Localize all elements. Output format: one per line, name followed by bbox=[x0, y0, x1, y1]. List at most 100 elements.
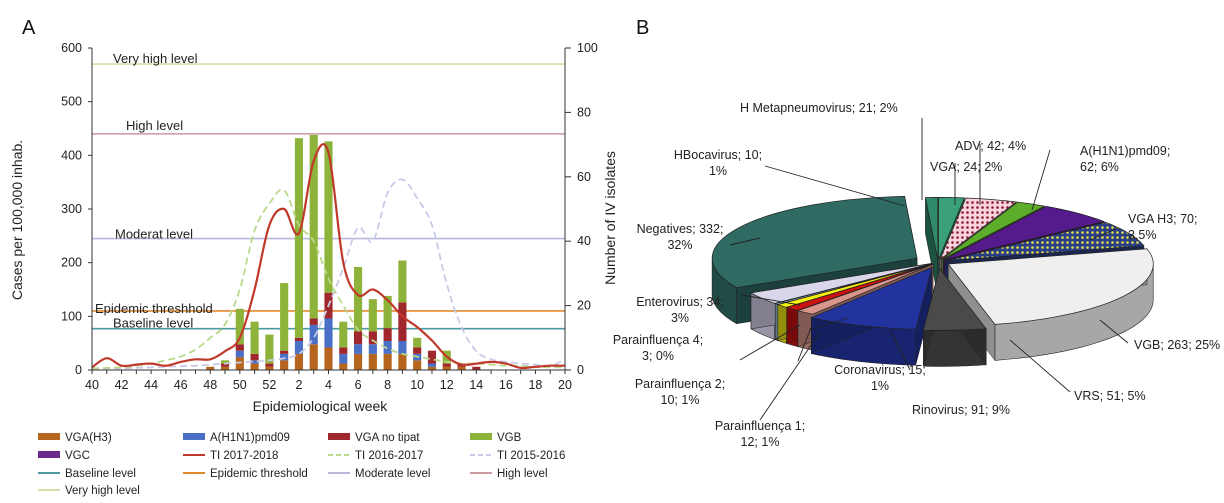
legend-item: TI 2017-2018 bbox=[183, 450, 278, 462]
legend-label: TI 2015-2016 bbox=[497, 450, 565, 462]
bar-3-week-7 bbox=[368, 299, 377, 332]
pie-label-vgah3: VGA H3; 70; 3.5% bbox=[1128, 212, 1197, 242]
legend-item: Baseline level bbox=[38, 468, 136, 480]
bar-2-week-6 bbox=[353, 331, 363, 345]
chart-a-right-axis-title: Number of IV isolates bbox=[602, 151, 618, 285]
bar-0-week-3 bbox=[309, 344, 318, 370]
legend-label: VGA(H3) bbox=[65, 432, 112, 444]
pie-label-line: 1% bbox=[709, 164, 727, 178]
leader-line-8 bbox=[1099, 319, 1129, 344]
right-tick-label: 0 bbox=[577, 363, 584, 377]
legend-item: Moderate level bbox=[328, 468, 430, 480]
legend-label: A(H1N1)pmd09 bbox=[210, 432, 290, 444]
right-tick-label: 100 bbox=[577, 41, 598, 55]
pie-label-neg: Negatives; 332; 32% bbox=[637, 222, 724, 252]
legend-item: TI 2016-2017 bbox=[328, 450, 423, 462]
x-tick-label: 44 bbox=[144, 378, 158, 392]
leader-line-10 bbox=[1031, 149, 1051, 211]
bar-2-week-8 bbox=[383, 328, 392, 342]
bar-3-week-49 bbox=[220, 360, 230, 364]
pie-label-line: VGA H3; 70; bbox=[1128, 212, 1197, 226]
pie-slice-a-h1n1-pmd09 bbox=[943, 206, 1105, 261]
bar-3-week-4 bbox=[324, 141, 333, 293]
pie-label-entero: Enterovirus; 34; 3% bbox=[636, 295, 724, 325]
bar-0-week-8 bbox=[383, 353, 392, 370]
bar-0-week-6 bbox=[353, 353, 363, 370]
x-tick-label: 14 bbox=[469, 378, 483, 392]
legend-item: Epidemic threshold bbox=[183, 468, 308, 480]
pie-slice-vgb bbox=[947, 248, 1154, 325]
pie-slice-vga bbox=[941, 201, 1046, 261]
legend-label: Moderate level bbox=[355, 468, 430, 480]
pie-label-rino: Rinovirus; 91; 9% bbox=[912, 403, 1010, 417]
legend-item: Very high level bbox=[38, 485, 140, 497]
x-tick-label: 8 bbox=[384, 378, 391, 392]
leader-line-5 bbox=[759, 331, 821, 421]
pie-label-line: 3% bbox=[671, 311, 689, 325]
bar-2-week-1 bbox=[280, 350, 289, 354]
pie-label-corona: Coronavirus; 15; 1% bbox=[834, 363, 926, 393]
bar-3-week-10 bbox=[413, 337, 422, 348]
leader-line-4 bbox=[739, 324, 801, 361]
bar-3-week-52 bbox=[265, 334, 274, 364]
pie-label-line: 3.5% bbox=[1128, 228, 1157, 242]
bar-2-week-2 bbox=[294, 337, 304, 342]
bar-0-week-5 bbox=[339, 363, 348, 370]
pie-label-line: 32% bbox=[667, 238, 692, 252]
bar-2-week-14 bbox=[472, 366, 481, 370]
bar-2-week-50 bbox=[235, 344, 244, 351]
legend-item: TI 2015-2016 bbox=[470, 450, 565, 462]
series-line-ti-2017-2018 bbox=[91, 143, 566, 370]
pie-label-para4: Parainfluença 4; 3; 0% bbox=[613, 333, 703, 363]
legend-label: VGB bbox=[497, 432, 522, 444]
bar-1-week-8 bbox=[383, 341, 392, 354]
pie-label-vga: VGA; 24; 2% bbox=[930, 160, 1002, 174]
bar-1-week-51 bbox=[250, 360, 259, 364]
legend-label: High level bbox=[497, 468, 548, 480]
x-tick-label: 10 bbox=[410, 378, 424, 392]
pie-label-para1: Parainfluença 1; 12; 1% bbox=[715, 419, 805, 449]
legend-swatch bbox=[328, 433, 350, 440]
level-label-0: Baseline level bbox=[113, 316, 193, 331]
pie-slice-vrs bbox=[922, 267, 987, 331]
legend-swatch bbox=[38, 433, 60, 440]
chart-b-pie bbox=[711, 196, 1154, 367]
level-label-4: Very high level bbox=[113, 51, 198, 66]
x-tick-label: 12 bbox=[440, 378, 454, 392]
bar-3-week-5 bbox=[339, 321, 348, 348]
bar-3-week-50 bbox=[235, 308, 244, 345]
left-tick-label: 100 bbox=[61, 309, 82, 323]
bar-0-week-51 bbox=[250, 363, 259, 370]
pie-label-line: ADV; 42; 4% bbox=[955, 139, 1026, 153]
series-line-ti-2015-2016 bbox=[91, 178, 566, 370]
legend-label: VGA no tipat bbox=[355, 432, 420, 444]
legend-label: Very high level bbox=[65, 485, 140, 497]
x-tick-label: 6 bbox=[355, 378, 362, 392]
bar-1-week-4 bbox=[324, 318, 333, 348]
right-tick-label: 40 bbox=[577, 234, 591, 248]
pie-label-line: Parainfluença 4; bbox=[613, 333, 703, 347]
bar-2-week-5 bbox=[339, 347, 348, 354]
bar-0-week-52 bbox=[265, 366, 274, 370]
bar-2-week-9 bbox=[398, 302, 407, 342]
bar-1-week-2 bbox=[294, 341, 304, 354]
legend-label: VGC bbox=[65, 450, 90, 462]
pie-label-line: Rinovirus; 91; 9% bbox=[912, 403, 1010, 417]
pie-label-vgb: VGB; 263; 25% bbox=[1134, 338, 1220, 352]
x-tick-label: 16 bbox=[499, 378, 513, 392]
pie-label-line: Negatives; 332; bbox=[637, 222, 724, 236]
level-label-3: High level bbox=[126, 118, 183, 133]
bar-1-week-7 bbox=[368, 344, 377, 354]
legend-item: VGA no tipat bbox=[328, 432, 420, 444]
legend-swatch bbox=[470, 433, 492, 440]
leader-line-1 bbox=[764, 165, 906, 207]
bar-3-week-51 bbox=[250, 321, 259, 354]
pie-label-line: VGA; 24; 2% bbox=[930, 160, 1002, 174]
pie-label-line: 12; 1% bbox=[741, 435, 780, 449]
pie-label-line: 10; 1% bbox=[661, 393, 700, 407]
bar-0-week-13 bbox=[457, 366, 466, 370]
bar-3-week-6 bbox=[353, 266, 363, 332]
x-tick-label: 40 bbox=[85, 378, 99, 392]
